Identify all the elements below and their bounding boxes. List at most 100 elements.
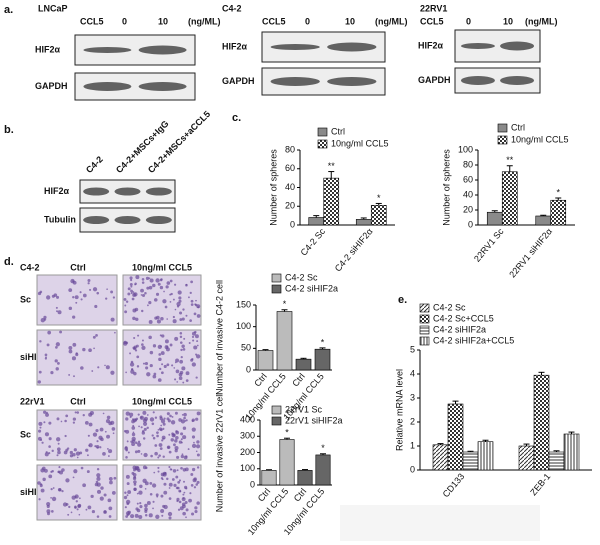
cell-stain [82, 293, 87, 298]
cell-line: 22RV1 [420, 3, 447, 13]
cell-stain [51, 510, 54, 513]
cell-stain [53, 293, 58, 297]
cell-stain [108, 449, 113, 454]
cell-stain [172, 315, 175, 319]
cell-stain [142, 362, 145, 365]
cell-stain [158, 454, 161, 457]
unit: (ng/ML) [188, 16, 220, 26]
legend-swatch [419, 325, 430, 335]
bar [550, 199, 567, 226]
cell-stain [181, 344, 185, 348]
cell-stain [180, 454, 185, 459]
cell-stain [88, 348, 92, 353]
cell-stain [135, 275, 140, 280]
band [83, 47, 132, 53]
y-tick-label: 1 [410, 440, 415, 450]
cell-stain [131, 432, 136, 437]
cell-stain [161, 363, 164, 366]
cell-stain [96, 440, 99, 443]
significance: * [285, 428, 289, 438]
cell-stain [163, 290, 165, 293]
cell-stain [146, 414, 149, 416]
cell-stain [87, 279, 91, 283]
cell-stain [142, 437, 146, 440]
cell-stain [178, 296, 182, 300]
y-tick-label: 4 [410, 368, 415, 378]
legend-label: C4-2 siHIF2a+CCL5 [433, 335, 514, 345]
legend-label: Ctrl [511, 122, 525, 132]
cell-stain [153, 471, 156, 474]
cell-stain [143, 416, 148, 421]
cell-stain [132, 431, 135, 434]
cell-stain [141, 309, 144, 313]
cell-stain [171, 432, 174, 435]
cell-stain [79, 451, 83, 455]
cell-stain [134, 450, 138, 454]
cell-stain [108, 506, 113, 511]
y-tick-label: 0 [246, 364, 251, 374]
legend-label: C4-2 Sc+CCL5 [433, 313, 494, 323]
cell-stain [180, 348, 183, 352]
cell-stain [148, 320, 153, 324]
cell-stain [91, 509, 96, 514]
cell-stain [94, 445, 97, 448]
cell-stain [111, 491, 116, 495]
cell-stain [108, 515, 112, 518]
cell-stain [192, 339, 195, 342]
y-tick-label: 80 [285, 144, 295, 154]
cell-stain [171, 478, 175, 481]
dose: 10 [158, 16, 168, 26]
cell-stain [149, 481, 153, 485]
legend-label: 10ng/ml CCL5 [331, 138, 389, 148]
bar [314, 348, 331, 371]
cell-stain [126, 513, 130, 516]
band [460, 76, 495, 85]
cell-stain [123, 495, 128, 500]
cell-stain [160, 316, 164, 321]
cell-stain [183, 491, 186, 494]
cell-stain [96, 515, 100, 518]
cell-stain [173, 367, 176, 369]
cell-stain [157, 466, 160, 469]
cell-stain [110, 290, 114, 294]
cell-stain [68, 306, 73, 311]
lane-label: C4-2 [84, 154, 105, 175]
cell-stain [166, 318, 169, 320]
legend-swatch [497, 135, 508, 145]
cell-stain [166, 345, 169, 348]
cell-stain [137, 466, 140, 468]
cell-stain [175, 369, 180, 374]
bar [315, 454, 331, 486]
cell-stain [102, 451, 106, 456]
cell-stain [157, 378, 162, 382]
cell-stain [196, 453, 200, 457]
cell-stain [79, 291, 82, 294]
cell-stain [182, 426, 187, 430]
cell-stain [125, 515, 129, 518]
cell-stain [126, 494, 129, 497]
bar [257, 350, 274, 371]
cell-stain [129, 276, 133, 280]
cell-stain [38, 421, 43, 426]
cell-stain [130, 369, 135, 374]
dose: 0 [466, 16, 471, 26]
cell-stain [88, 422, 93, 427]
cell-stain [185, 419, 188, 422]
cell-stain [170, 420, 176, 425]
cell-stain [161, 478, 164, 481]
cell-stain [70, 511, 73, 514]
cell-stain [146, 372, 151, 377]
legend-swatch [419, 303, 430, 313]
cell-stain [138, 490, 143, 495]
cell-stain [150, 454, 153, 458]
cell-stain [183, 480, 186, 483]
cell-stain [106, 447, 109, 450]
cell-stain [195, 299, 197, 302]
cell-stain [72, 476, 75, 479]
cell-stain [151, 422, 155, 426]
cell-stain [46, 343, 50, 347]
cell-stain [64, 419, 67, 423]
cell-stain [48, 474, 53, 479]
cell-stain [131, 471, 135, 475]
cell-stain [182, 493, 185, 496]
